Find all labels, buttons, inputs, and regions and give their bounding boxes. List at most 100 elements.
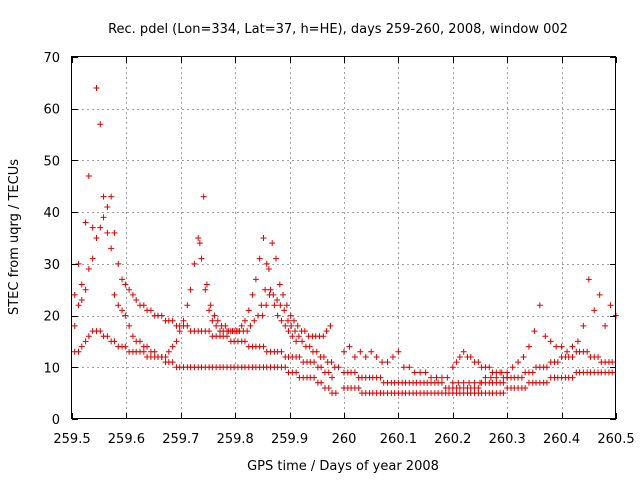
data-point: [285, 328, 292, 335]
data-point: [301, 328, 308, 335]
data-point: [602, 322, 609, 329]
data-point: [318, 379, 325, 386]
data-point: [262, 286, 269, 293]
data-point: [129, 333, 136, 340]
data-point: [85, 266, 92, 273]
data-point: [288, 322, 295, 329]
data-point: [482, 374, 489, 381]
y-tick-labels: 0 10 20 30 40 50 60 70: [43, 51, 60, 428]
data-point: [320, 333, 327, 340]
data-point: [249, 291, 256, 298]
data-point: [325, 384, 332, 391]
data-point: [290, 317, 297, 324]
data-point: [500, 379, 507, 386]
data-point: [100, 214, 107, 221]
x-tick-labels: 259.5 259.6 259.7 259.8 259.9 260 260.1 260.2 26…: [53, 432, 634, 447]
data-point: [355, 384, 362, 391]
data-point: [558, 343, 565, 350]
data-point: [438, 379, 445, 386]
data-point: [104, 203, 111, 210]
data-point: [140, 302, 147, 309]
data-point: [449, 364, 456, 371]
data-point: [504, 369, 511, 376]
data-point: [509, 364, 516, 371]
data-point: [311, 359, 318, 366]
data-point: [238, 322, 245, 329]
data-point: [97, 224, 104, 231]
x-tick-label: 260.4: [543, 432, 580, 447]
data-point: [357, 348, 364, 355]
data-point: [368, 348, 375, 355]
data-point: [467, 353, 474, 360]
data-point: [75, 348, 82, 355]
data-point: [574, 338, 581, 345]
data-point: [184, 302, 191, 309]
data-point: [466, 379, 473, 386]
data-point: [417, 369, 424, 376]
data-point: [294, 322, 301, 329]
data-point: [207, 302, 214, 309]
data-point: [520, 353, 527, 360]
data-point: [144, 343, 151, 350]
data-point: [85, 172, 92, 179]
data-point: [547, 338, 554, 345]
data-point: [536, 302, 543, 309]
data-point: [504, 374, 511, 381]
data-point: [395, 348, 402, 355]
data-point: [274, 297, 281, 304]
plot-frame: [71, 56, 616, 419]
data-point: [260, 235, 267, 241]
data-point: [400, 364, 407, 371]
y-tick-label: 70: [43, 51, 60, 66]
data-point: [71, 291, 78, 298]
data-point: [422, 369, 429, 376]
data-point: [251, 317, 258, 324]
data-point: [406, 364, 413, 371]
data-point: [119, 276, 126, 283]
data-point: [126, 286, 133, 293]
data-point: [222, 322, 229, 329]
grid-lines: [72, 57, 616, 419]
y-axis-label: STEC from uqrg / TECUs: [7, 159, 22, 315]
data-point: [444, 374, 451, 381]
data-point: [173, 338, 180, 345]
data-point: [475, 384, 482, 391]
data-point: [202, 286, 209, 293]
data-point: [318, 364, 325, 371]
data-point: [293, 338, 300, 345]
data-point: [137, 338, 143, 345]
data-point: [108, 193, 115, 200]
data-point: [341, 348, 347, 355]
data-point: [299, 338, 306, 345]
data-point: [196, 240, 203, 247]
data-point: [93, 235, 100, 241]
data-point: [203, 281, 210, 288]
data-point: [287, 312, 294, 319]
data-point: [362, 353, 369, 360]
data-point: [263, 260, 270, 267]
data-point: [82, 219, 89, 226]
data-point: [306, 343, 313, 350]
data-point: [111, 338, 118, 345]
data-point: [71, 322, 78, 329]
data-point: [195, 235, 202, 241]
data-point: [500, 390, 507, 397]
data-point: [553, 343, 560, 350]
data-point: [569, 343, 576, 350]
data-point: [259, 312, 266, 319]
data-point: [569, 374, 576, 381]
axis-ticks: [72, 57, 617, 420]
data-point: [460, 379, 467, 386]
x-tick-label: 259.7: [162, 432, 199, 447]
data-point: [274, 312, 281, 319]
data-point: [328, 359, 335, 366]
data-point: [320, 353, 327, 360]
data-point: [256, 255, 263, 262]
data-point: [165, 348, 172, 355]
data-point: [89, 255, 96, 262]
data-point: [140, 348, 147, 355]
data-point: [522, 384, 529, 391]
data-point: [564, 348, 571, 355]
data-point: [282, 364, 289, 371]
data-point: [518, 374, 525, 381]
